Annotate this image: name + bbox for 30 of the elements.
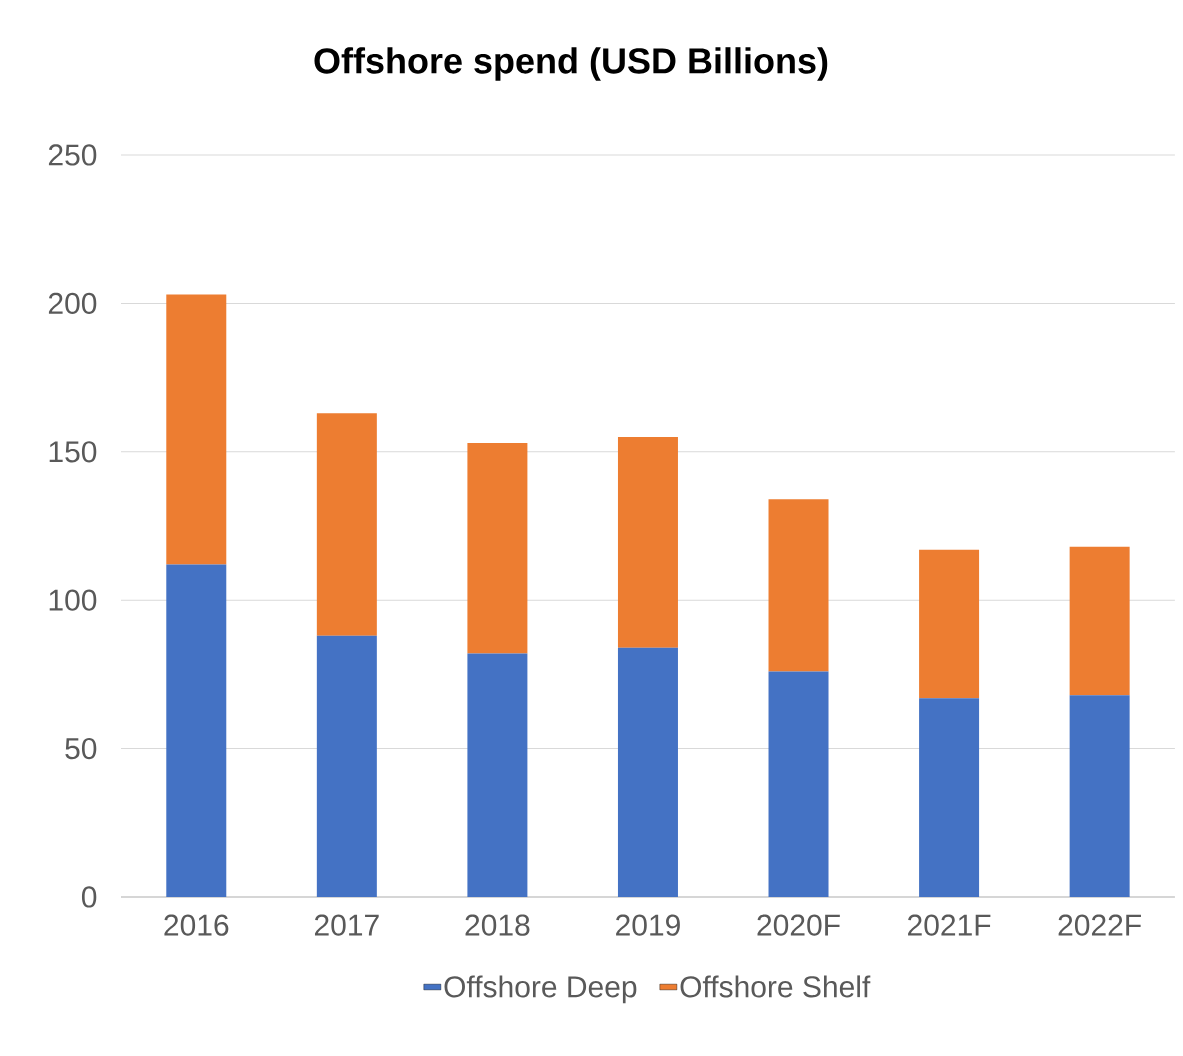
x-tick-label: 2017 (314, 914, 379, 936)
bar (467, 442, 528, 654)
x-tick-label: 2022F (1058, 914, 1141, 936)
bar (919, 549, 980, 699)
bar (166, 294, 227, 565)
bar (316, 635, 377, 897)
bar (768, 671, 829, 897)
bar (1069, 695, 1130, 897)
chart-title: Offshore spend (USD Billions) (314, 47, 828, 81)
x-tick-label: 2021F (908, 914, 991, 936)
bar (919, 698, 980, 897)
y-tick-label: 100 (49, 589, 97, 611)
y-tick-label: 0 (81, 886, 97, 908)
bar (467, 653, 528, 897)
bar (617, 647, 678, 897)
bar (166, 564, 227, 897)
y-tick-label: 50 (65, 737, 97, 760)
y-tick-label: 200 (48, 292, 97, 315)
legend-label: Offshore Deep (444, 975, 637, 1004)
x-tick-label: 2016 (164, 914, 229, 936)
x-tick-label: 2020F (757, 914, 840, 936)
legend-label: Offshore Shelf (680, 975, 871, 998)
bar (768, 499, 829, 672)
y-tick-label: 250 (48, 144, 97, 166)
bar (316, 413, 377, 636)
bar (1069, 546, 1130, 696)
y-tick-label: 150 (49, 441, 97, 463)
x-tick-label: 2019 (616, 914, 680, 936)
bar (617, 436, 678, 648)
x-tick-label: 2018 (465, 914, 530, 936)
